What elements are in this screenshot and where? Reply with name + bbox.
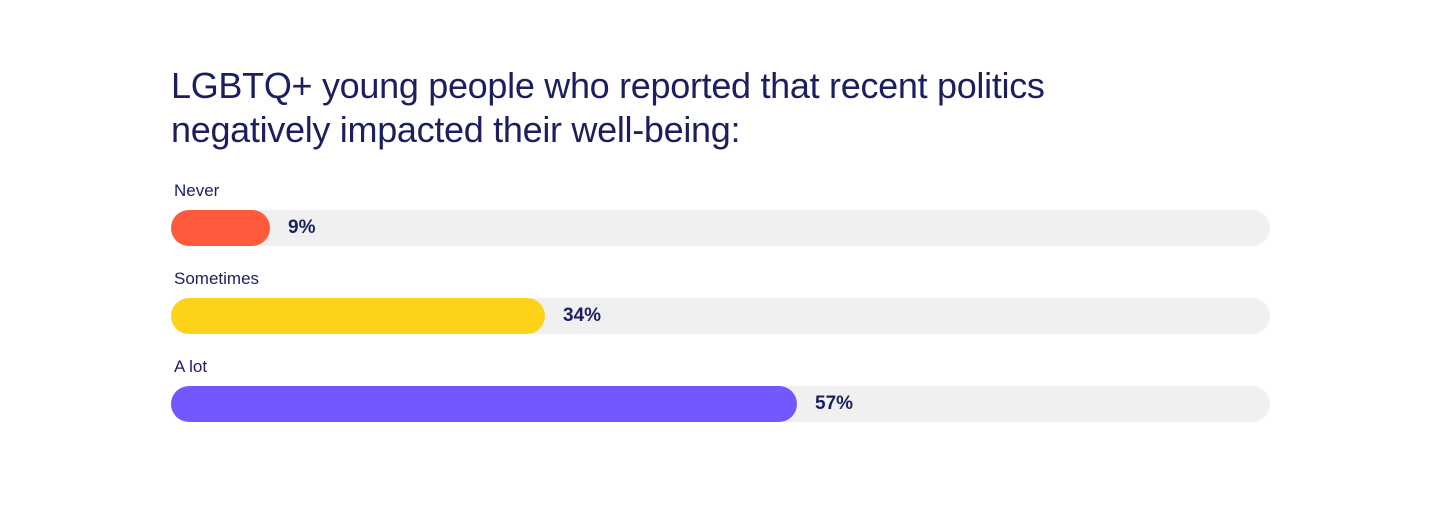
value-label: 9% [288, 217, 316, 238]
bar-row-a-lot: A lot 57% [171, 356, 1270, 444]
value-label: 34% [563, 305, 602, 326]
bar-sometimes [171, 298, 545, 334]
chart-title: LGBTQ+ young people who reported that re… [171, 65, 1045, 150]
value-label: 57% [815, 393, 854, 414]
category-label: A lot [174, 357, 208, 376]
bar-rows: Never 9% Sometimes 34% A lot 57% [171, 180, 1270, 444]
bar-track: 9% [171, 210, 1270, 246]
bar-a-lot [171, 386, 797, 422]
bar-never [171, 210, 270, 246]
bar-chart: LGBTQ+ young people who reported that re… [171, 64, 1270, 444]
bar-row-sometimes: Sometimes 34% [171, 268, 1270, 356]
category-label: Sometimes [174, 269, 260, 288]
bar-track: 57% [171, 386, 1270, 422]
bar-track: 34% [171, 298, 1270, 334]
bar-row-never: Never 9% [171, 180, 1270, 268]
category-label: Never [174, 181, 220, 200]
